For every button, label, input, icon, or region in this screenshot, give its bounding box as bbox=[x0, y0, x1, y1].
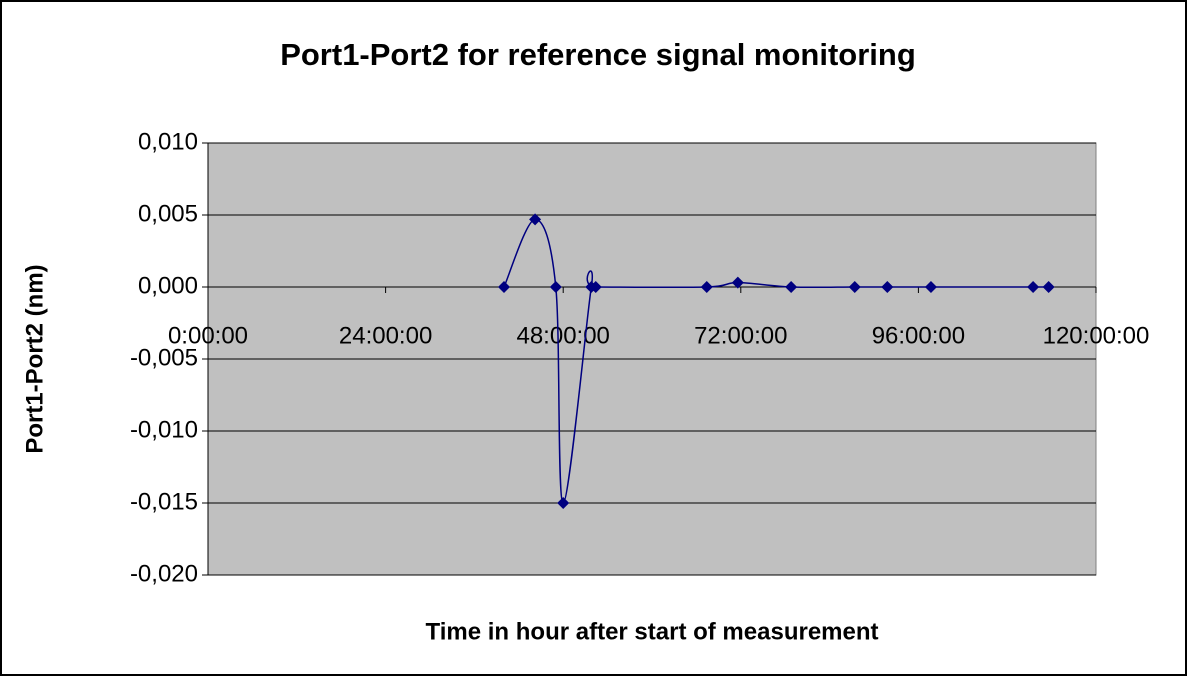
x-tick-label: 0:00:00 bbox=[168, 322, 248, 349]
data-point bbox=[700, 281, 713, 293]
y-tick-label: -0,020 bbox=[130, 560, 198, 587]
y-tick-label: 0,000 bbox=[138, 272, 198, 299]
x-tick-label: 48:00:00 bbox=[516, 322, 609, 349]
data-point bbox=[529, 213, 542, 226]
data-point bbox=[848, 281, 861, 293]
data-point bbox=[1042, 281, 1055, 293]
data-line bbox=[503, 218, 1049, 504]
y-tick-label: 0,005 bbox=[138, 200, 198, 227]
data-point bbox=[1027, 281, 1040, 293]
x-axis-label: Time in hour after start of measurement bbox=[426, 618, 879, 645]
y-tick-label: -0,015 bbox=[130, 488, 198, 515]
y-axis-label: Port1-Port2 (nm) bbox=[21, 264, 48, 453]
data-point bbox=[785, 281, 798, 293]
data-point bbox=[731, 276, 744, 289]
x-tick-label: 24:00:00 bbox=[339, 322, 432, 349]
x-tick-label: 120:00:00 bbox=[1043, 322, 1150, 349]
x-tick-label: 96:00:00 bbox=[872, 322, 965, 349]
data-point bbox=[549, 281, 562, 293]
y-tick-label: -0,005 bbox=[130, 344, 198, 371]
data-point bbox=[881, 281, 894, 293]
data-point bbox=[557, 497, 570, 509]
x-tick-label: 72:00:00 bbox=[694, 322, 787, 349]
data-point bbox=[924, 281, 937, 293]
y-tick-label: -0,010 bbox=[130, 416, 198, 443]
chart-title: Port1-Port2 for reference signal monitor… bbox=[280, 37, 916, 72]
y-tick-label: 0,010 bbox=[138, 128, 198, 155]
data-point bbox=[498, 281, 510, 293]
data-point bbox=[589, 281, 602, 293]
